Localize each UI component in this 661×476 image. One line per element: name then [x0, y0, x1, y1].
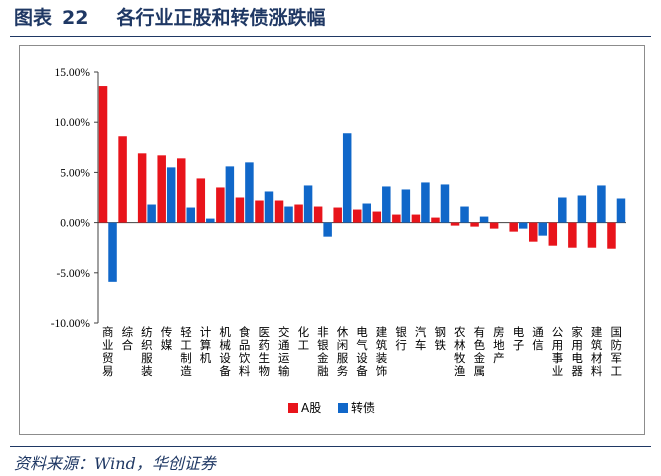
legend-swatch-a-share — [288, 403, 298, 413]
a-share-bar-26 — [587, 222, 597, 248]
x-tick-label: 电子 — [513, 325, 525, 352]
title-rule — [10, 36, 651, 37]
a-share-bar-7 — [216, 187, 225, 223]
y-tick-label: -10.00% — [51, 318, 91, 330]
x-tick-label: 钢铁 — [434, 325, 446, 352]
a-share-bar-27 — [607, 222, 616, 249]
x-tick-label: 计算机 — [200, 325, 212, 365]
a-share-bar-2 — [118, 136, 127, 223]
x-tick-label: 化工 — [298, 325, 310, 352]
y-tick-label: 5.00% — [60, 167, 90, 179]
convertible-bar-20 — [479, 216, 489, 223]
a-share-bar-17 — [411, 214, 421, 223]
legend-swatch-convertible — [338, 403, 348, 413]
convertible-bar-14 — [362, 203, 371, 223]
convertible-bar-23 — [538, 222, 547, 236]
source-rule — [10, 446, 651, 447]
convertible-bar-22 — [518, 222, 528, 229]
a-share-bar-13 — [333, 207, 342, 223]
figure-label: 图表 — [14, 7, 53, 29]
x-tick-label: 国防军工 — [610, 325, 622, 378]
y-tick-label: 15.00% — [55, 67, 91, 79]
convertible-bar-19 — [460, 206, 469, 223]
figure-title-text: 各行业正股和转债涨跌幅 — [116, 7, 326, 29]
convertible-bar-17 — [421, 182, 430, 223]
x-tick-label: 机械设备 — [219, 325, 231, 378]
legend-label-convertible: 转债 — [351, 400, 375, 415]
x-tick-label: 医药生物 — [258, 325, 270, 378]
x-tick-label: 农林牧渔 — [454, 325, 466, 378]
x-tick-label: 汽车 — [415, 325, 427, 352]
convertible-bar-18 — [440, 184, 450, 223]
bar-chart: 15.00% 10.00% 5.00% 0.00% -5.00% -10.00% 商业贸易综… — [51, 67, 626, 415]
a-share-bar-11 — [294, 204, 303, 223]
convertible-bar-4 — [166, 167, 176, 223]
x-tick-label: 建筑装饰 — [376, 325, 388, 378]
convertible-bar-10 — [284, 206, 293, 223]
a-share-bar-8 — [235, 197, 245, 223]
x-tick-label: 轻工制造 — [180, 325, 192, 378]
a-share-bar-15 — [372, 211, 382, 223]
x-tick-label: 公用事业 — [552, 325, 564, 378]
a-share-bar-23 — [529, 222, 538, 242]
convertible-bar-15 — [382, 186, 391, 223]
convertible-bar-16 — [401, 189, 411, 223]
x-tick-label: 休闲服务 — [337, 325, 349, 378]
convertible-bar-12 — [323, 222, 332, 237]
a-share-bar-1 — [98, 86, 108, 223]
a-share-bar-20 — [470, 222, 479, 227]
a-share-bar-6 — [196, 178, 206, 223]
convertible-bar-27 — [616, 198, 626, 223]
convertible-bar-6 — [206, 218, 215, 223]
a-share-bar-22 — [509, 222, 518, 232]
x-tick-label: 银行 — [395, 325, 407, 352]
a-share-bar-25 — [568, 222, 577, 248]
a-share-bar-14 — [353, 209, 362, 223]
figure-title: 图表 22 各行业正股和转债涨跌幅 — [14, 4, 325, 32]
x-tick-label: 通信 — [532, 325, 544, 352]
x-tick-label: 非银金融 — [317, 325, 329, 378]
convertible-bar-11 — [303, 185, 313, 223]
x-tick-label: 家用电器 — [571, 325, 583, 378]
convertible-bar-1 — [108, 222, 117, 282]
figure-number: 22 — [62, 7, 89, 29]
convertible-bar-13 — [342, 133, 352, 223]
a-share-bar-19 — [450, 222, 460, 226]
a-share-bar-21 — [489, 222, 499, 229]
convertible-bar-8 — [245, 162, 254, 223]
x-tick-label: 电气设备 — [356, 325, 368, 378]
y-tick-label: 0.00% — [60, 218, 90, 230]
convertible-bar-5 — [186, 207, 195, 223]
a-share-bar-9 — [255, 200, 264, 223]
x-tick-label: 食品饮料 — [239, 325, 251, 378]
convertible-bar-24 — [558, 197, 567, 223]
a-share-bar-12 — [313, 206, 323, 223]
x-tick-label: 纺织服装 — [141, 325, 153, 378]
a-share-bar-24 — [548, 222, 558, 246]
convertible-bar-3 — [147, 204, 156, 223]
a-share-bar-5 — [177, 158, 186, 223]
x-tick-label: 综合 — [122, 325, 134, 352]
convertible-bar-9 — [264, 191, 274, 223]
y-tick-label: 10.00% — [55, 117, 91, 129]
a-share-bar-16 — [392, 214, 401, 223]
a-share-bar-4 — [157, 155, 166, 223]
a-share-bar-3 — [137, 153, 147, 223]
x-tick-label: 交通运输 — [278, 325, 290, 378]
convertible-bar-7 — [225, 166, 235, 223]
convertible-bar-25 — [577, 195, 587, 223]
x-tick-label: 传媒 — [161, 325, 173, 352]
x-tick-label: 房地产 — [493, 325, 505, 365]
a-share-bar-18 — [431, 217, 440, 223]
x-tick-label: 建筑材料 — [591, 325, 603, 378]
a-share-bar-10 — [274, 200, 284, 223]
chart-panel: 15.00% 10.00% 5.00% 0.00% -5.00% -10.00% 商业贸易综… — [19, 45, 645, 435]
y-tick-label: -5.00% — [56, 268, 90, 280]
convertible-bar-26 — [597, 185, 606, 223]
x-tick-label: 有色金属 — [474, 325, 486, 378]
source-note: 资料来源：Wind，华创证券 — [14, 454, 216, 473]
legend-label-a-share: A股 — [301, 401, 321, 415]
x-tick-label: 商业贸易 — [102, 325, 114, 378]
